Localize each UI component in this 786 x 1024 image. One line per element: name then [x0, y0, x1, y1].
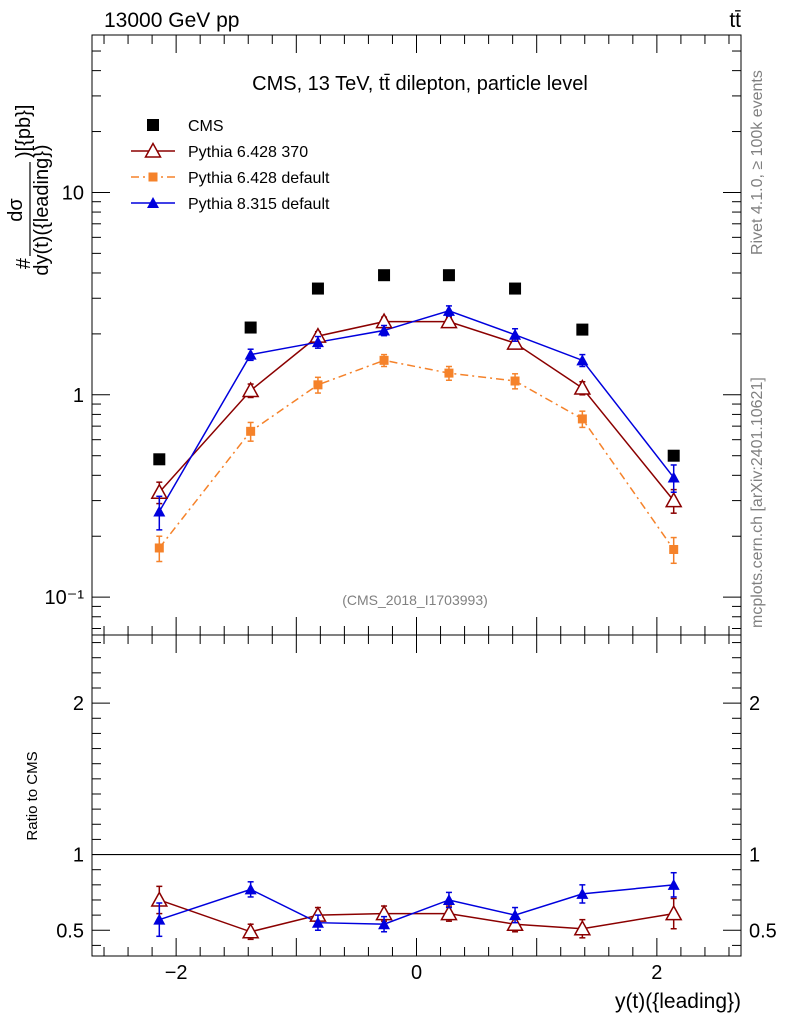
ylabel-units: )[{pb}]: [13, 105, 35, 158]
point-pythia-6-428-370: [506, 334, 524, 350]
ratio-panel: 0.5 0.5 1 1 2 2 −2 0 2 Ratio to CMS y(t)({leadi…: [24, 634, 777, 1013]
ratio-xtick-labels: −2 0 2: [165, 962, 663, 984]
main-panel: 10⁻¹ 1 10 CMS, 13 TeV, tt̄ dilepton, parti…: [5, 34, 742, 636]
ratio-xlabel: y(t)({leading}): [615, 990, 741, 1013]
legend-label-pythia-6-428-default: Pythia 6.428 default: [188, 170, 330, 187]
ylabel-denominator: dy(t)({leading}): [31, 144, 53, 275]
legend-marker-cms: [147, 119, 159, 131]
legend-label-pythia-6-428-370: Pythia 6.428 370: [188, 144, 308, 161]
point-pythia-8-315-default: [509, 328, 522, 340]
point-cms: [153, 453, 166, 466]
legend-marker-pythia-6-428-default: [148, 172, 158, 182]
ratio-xtick-label: 2: [651, 962, 662, 984]
point-pythia-6-428-default: [313, 380, 323, 390]
point-pythia-6-428-370: [241, 381, 260, 398]
point-pythia-6-428-370: [573, 378, 592, 395]
point-pythia-6-428-370: [664, 491, 683, 508]
point-pythia-6-428-default: [246, 426, 256, 436]
point-pythia-6-428-370: [440, 312, 458, 329]
main-series-lines: [158, 310, 675, 550]
legend-label-cms: CMS: [188, 118, 224, 135]
ratio-ytick-label-right: 0.5: [749, 920, 777, 942]
ratio-point-pythia-6-428-370: [573, 919, 592, 936]
point-pythia-6-428-default: [379, 355, 389, 365]
point-pythia-8-315-default: [442, 304, 455, 316]
legend-marker-pythia-6-428-370: [144, 141, 162, 158]
chart-title: CMS, 13 TeV, tt̄ dilepton, particle leve…: [252, 73, 588, 95]
process-label: tt̄: [729, 9, 741, 32]
ylabel-numerator: dσ: [5, 198, 27, 222]
ratio-point-pythia-8-315-default: [153, 913, 166, 925]
point-pythia-8-315-default: [378, 324, 391, 336]
point-cms: [509, 282, 522, 295]
main-ytick-label: 10⁻¹: [45, 587, 85, 609]
ratio-ytick-label-left: 2: [73, 693, 84, 715]
point-pythia-8-315-default: [576, 354, 589, 366]
main-ylabel: # dσ dy(t)({leading}) )[{pb}]: [5, 105, 53, 276]
rivet-version-label: Rivet 4.1.0, ≥ 100k events: [749, 70, 766, 255]
series-line-pythia-6-428-default: [158, 359, 675, 550]
main-ytick-label: 1: [73, 385, 84, 407]
ratio-ytick-label-right: 2: [749, 693, 760, 715]
ratio-line-pythia-6-428-370: [159, 899, 674, 933]
energy-label: 13000 GeV pp: [104, 9, 239, 32]
legend-label-pythia-8-315-default: Pythia 8.315 default: [188, 196, 330, 213]
main-series-points: [150, 269, 683, 565]
ratio-point-pythia-8-315-default: [311, 916, 324, 928]
legend-marker-pythia-8-315-default: [147, 197, 159, 208]
ylabel-prefix: #: [13, 257, 35, 269]
ratio-ytick-label-left: 1: [73, 845, 84, 867]
ratio-frame: [91, 634, 742, 957]
point-pythia-8-315-default: [311, 336, 324, 348]
point-cms: [576, 323, 589, 336]
ratio-ticks: [92, 635, 741, 956]
ratio-xtick-label: 0: [411, 962, 422, 984]
point-cms: [378, 269, 391, 282]
ratio-point-pythia-8-315-default: [576, 887, 589, 899]
series-line-pythia-6-428-370: [158, 320, 675, 502]
ratio-ytick-labels: 0.5 0.5 1 1 2 2: [56, 693, 777, 942]
ratio-series-points: [150, 871, 683, 941]
ratio-ytick-label-left: 0.5: [56, 920, 84, 942]
point-pythia-8-315-default: [244, 348, 257, 360]
ratio-point-pythia-8-315-default: [378, 918, 391, 930]
ratio-point-pythia-6-428-370: [440, 904, 458, 921]
ratio-point-pythia-6-428-370: [241, 922, 260, 939]
point-pythia-6-428-default: [510, 376, 520, 386]
point-cms: [311, 282, 324, 295]
ratio-xtick-label: −2: [165, 962, 188, 984]
ratio-point-pythia-6-428-370: [664, 904, 683, 921]
point-pythia-6-428-default: [444, 368, 454, 378]
ratio-point-pythia-8-315-default: [509, 909, 522, 921]
ratio-series-lines: [159, 884, 674, 933]
ratio-point-pythia-8-315-default: [244, 883, 257, 895]
point-cms: [244, 321, 257, 334]
series-line-pythia-8-315-default: [158, 310, 675, 512]
analysis-watermark: (CMS_2018_I1703993): [342, 592, 488, 608]
point-pythia-6-428-default: [154, 543, 164, 553]
point-pythia-6-428-default: [669, 544, 679, 554]
point-pythia-8-315-default: [153, 505, 166, 517]
point-cms: [442, 269, 455, 282]
ratio-line-pythia-8-315-default: [159, 884, 674, 925]
point-pythia-6-428-default: [577, 414, 587, 424]
main-ytick-label: 10: [62, 182, 84, 204]
main-ticks: [92, 34, 741, 635]
ratio-ylabel: Ratio to CMS: [24, 751, 41, 840]
legend: CMS Pythia 6.428 370 Pythia 6.428 default P…: [131, 118, 330, 213]
ratio-point-pythia-8-315-default: [667, 878, 680, 890]
ratio-point-pythia-6-428-370: [506, 915, 524, 931]
source-label: mcplots.cern.ch [arXiv:2401.10621]: [749, 377, 766, 628]
main-ytick-labels: 10⁻¹ 1 10: [45, 182, 85, 609]
ratio-ytick-label-right: 1: [749, 845, 760, 867]
point-pythia-8-315-default: [667, 471, 680, 483]
point-cms: [667, 449, 680, 462]
ratio-point-pythia-8-315-default: [442, 893, 455, 905]
